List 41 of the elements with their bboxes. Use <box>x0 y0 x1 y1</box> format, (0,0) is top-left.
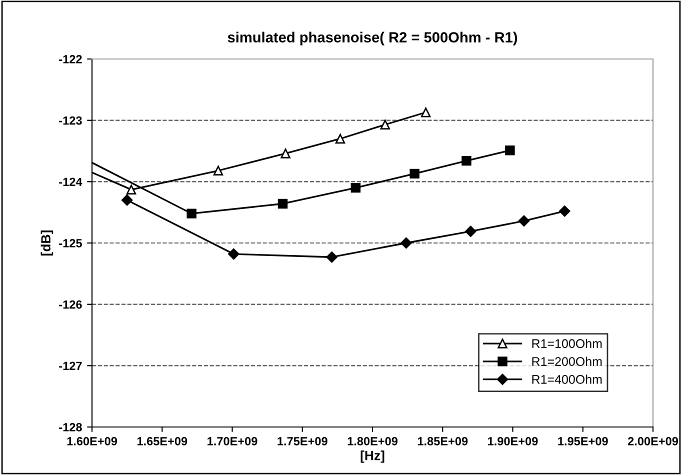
point <box>278 198 288 209</box>
y-tick-label: -122 <box>59 55 82 64</box>
point <box>121 194 133 206</box>
x-tick-label: 1.65E+09 <box>137 437 188 446</box>
x-tick-label: 1.70E+09 <box>208 437 258 446</box>
point <box>326 252 338 263</box>
x-tick-label: 1.80E+09 <box>348 437 398 446</box>
point <box>350 182 361 193</box>
point <box>228 248 240 260</box>
point <box>186 208 196 218</box>
point <box>280 148 290 158</box>
x-tick-label: 1.60E+09 <box>67 437 117 446</box>
legend-label: R1=400Ohm <box>532 374 602 384</box>
x-axis-title: [Hz] <box>360 450 384 463</box>
x-tick-label: 1.95E+09 <box>558 437 608 446</box>
point <box>465 226 476 237</box>
point <box>462 156 472 166</box>
point <box>410 168 420 179</box>
point <box>126 184 136 194</box>
point <box>505 146 515 156</box>
legend-label: R1=100Ohm <box>532 338 602 348</box>
y-tick-label: -123 <box>59 116 82 125</box>
point <box>518 215 530 227</box>
point <box>380 120 390 130</box>
y-axis-title: [dB] <box>40 230 54 256</box>
y-tick-label: -124 <box>59 178 82 186</box>
point <box>420 108 431 118</box>
x-tick-label: 1.90E+09 <box>488 437 538 446</box>
x-tick-label: 1.85E+09 <box>418 437 468 446</box>
point <box>213 166 224 176</box>
y-tick-label: -128 <box>59 423 82 432</box>
x-tick-label: 1.75E+09 <box>278 437 328 446</box>
point <box>559 206 570 217</box>
point <box>335 134 346 144</box>
chart-title: simulated phasenoise( R2 = 500Ohm - R1) <box>228 32 518 46</box>
x-tick-label: 2.00E+09 <box>628 437 678 446</box>
y-tick-label: -127 <box>59 362 82 370</box>
y-tick-label: -125 <box>59 239 82 248</box>
point <box>400 237 412 249</box>
legend-label: R1=200Ohm <box>532 356 602 366</box>
y-tick-label: -126 <box>59 300 82 309</box>
